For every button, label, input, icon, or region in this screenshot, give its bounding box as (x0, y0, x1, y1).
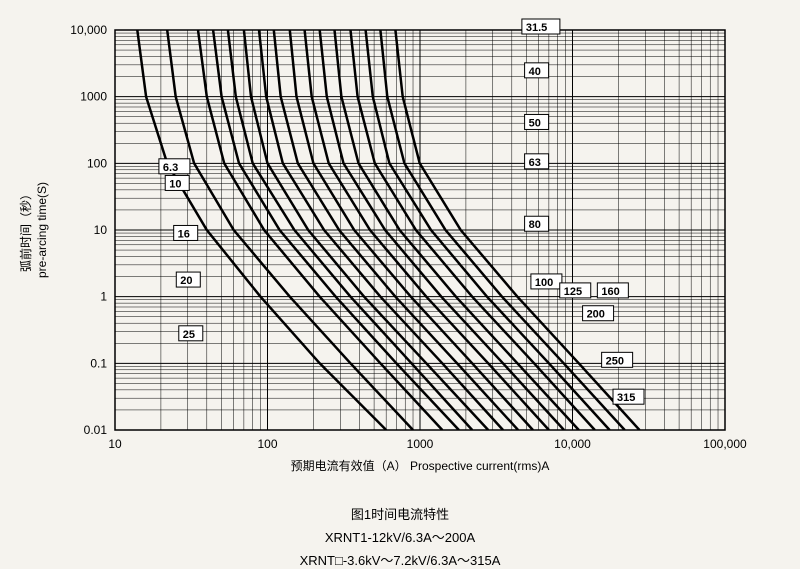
svg-text:100: 100 (257, 437, 277, 451)
svg-text:10: 10 (94, 223, 108, 237)
svg-text:预期电流有效值（A） Prospective current: 预期电流有效值（A） Prospective current(rms)A (291, 458, 550, 473)
svg-text:0.01: 0.01 (84, 423, 108, 437)
svg-text:100: 100 (87, 156, 107, 170)
svg-text:0.1: 0.1 (90, 356, 107, 370)
svg-text:125: 125 (564, 286, 582, 298)
svg-text:10: 10 (108, 437, 122, 451)
svg-text:20: 20 (180, 275, 192, 287)
svg-text:25: 25 (183, 329, 195, 341)
svg-text:6.3: 6.3 (163, 162, 178, 174)
svg-text:200: 200 (587, 309, 605, 321)
svg-text:1000: 1000 (80, 90, 107, 104)
svg-text:250: 250 (606, 355, 624, 367)
caption-line1: 图1时间电流特性 (0, 504, 800, 523)
svg-text:10,000: 10,000 (554, 437, 591, 451)
svg-text:40: 40 (529, 66, 541, 78)
svg-text:10: 10 (169, 178, 181, 190)
svg-text:31.5: 31.5 (526, 22, 547, 34)
svg-text:1: 1 (100, 290, 107, 304)
svg-text:弧前时间（秒）: 弧前时间（秒） (18, 188, 33, 272)
svg-text:160: 160 (601, 286, 619, 298)
svg-text:80: 80 (529, 219, 541, 231)
svg-text:100: 100 (535, 277, 553, 289)
caption-line2: XRNT1-12kV/6.3A～200A (0, 527, 800, 546)
svg-text:16: 16 (178, 228, 190, 240)
svg-text:pre-arcing time(S): pre-arcing time(S) (35, 182, 49, 278)
chart-container: 10 100 1000 10,000 100,000 0.01 0.1 1 10 100 1000 1… (0, 0, 800, 554)
svg-text:1000: 1000 (407, 437, 434, 451)
svg-text:63: 63 (529, 157, 541, 169)
svg-text:50: 50 (529, 117, 541, 129)
svg-text:10,000: 10,000 (70, 23, 107, 37)
svg-text:315: 315 (617, 392, 635, 404)
caption-line3: XRNT□-3.6kV～7.2kV/6.3A～315A (0, 550, 800, 569)
fuse-time-current-chart: 10 100 1000 10,000 100,000 0.01 0.1 1 10 100 1000 1… (0, 0, 800, 500)
svg-text:100,000: 100,000 (703, 437, 747, 451)
